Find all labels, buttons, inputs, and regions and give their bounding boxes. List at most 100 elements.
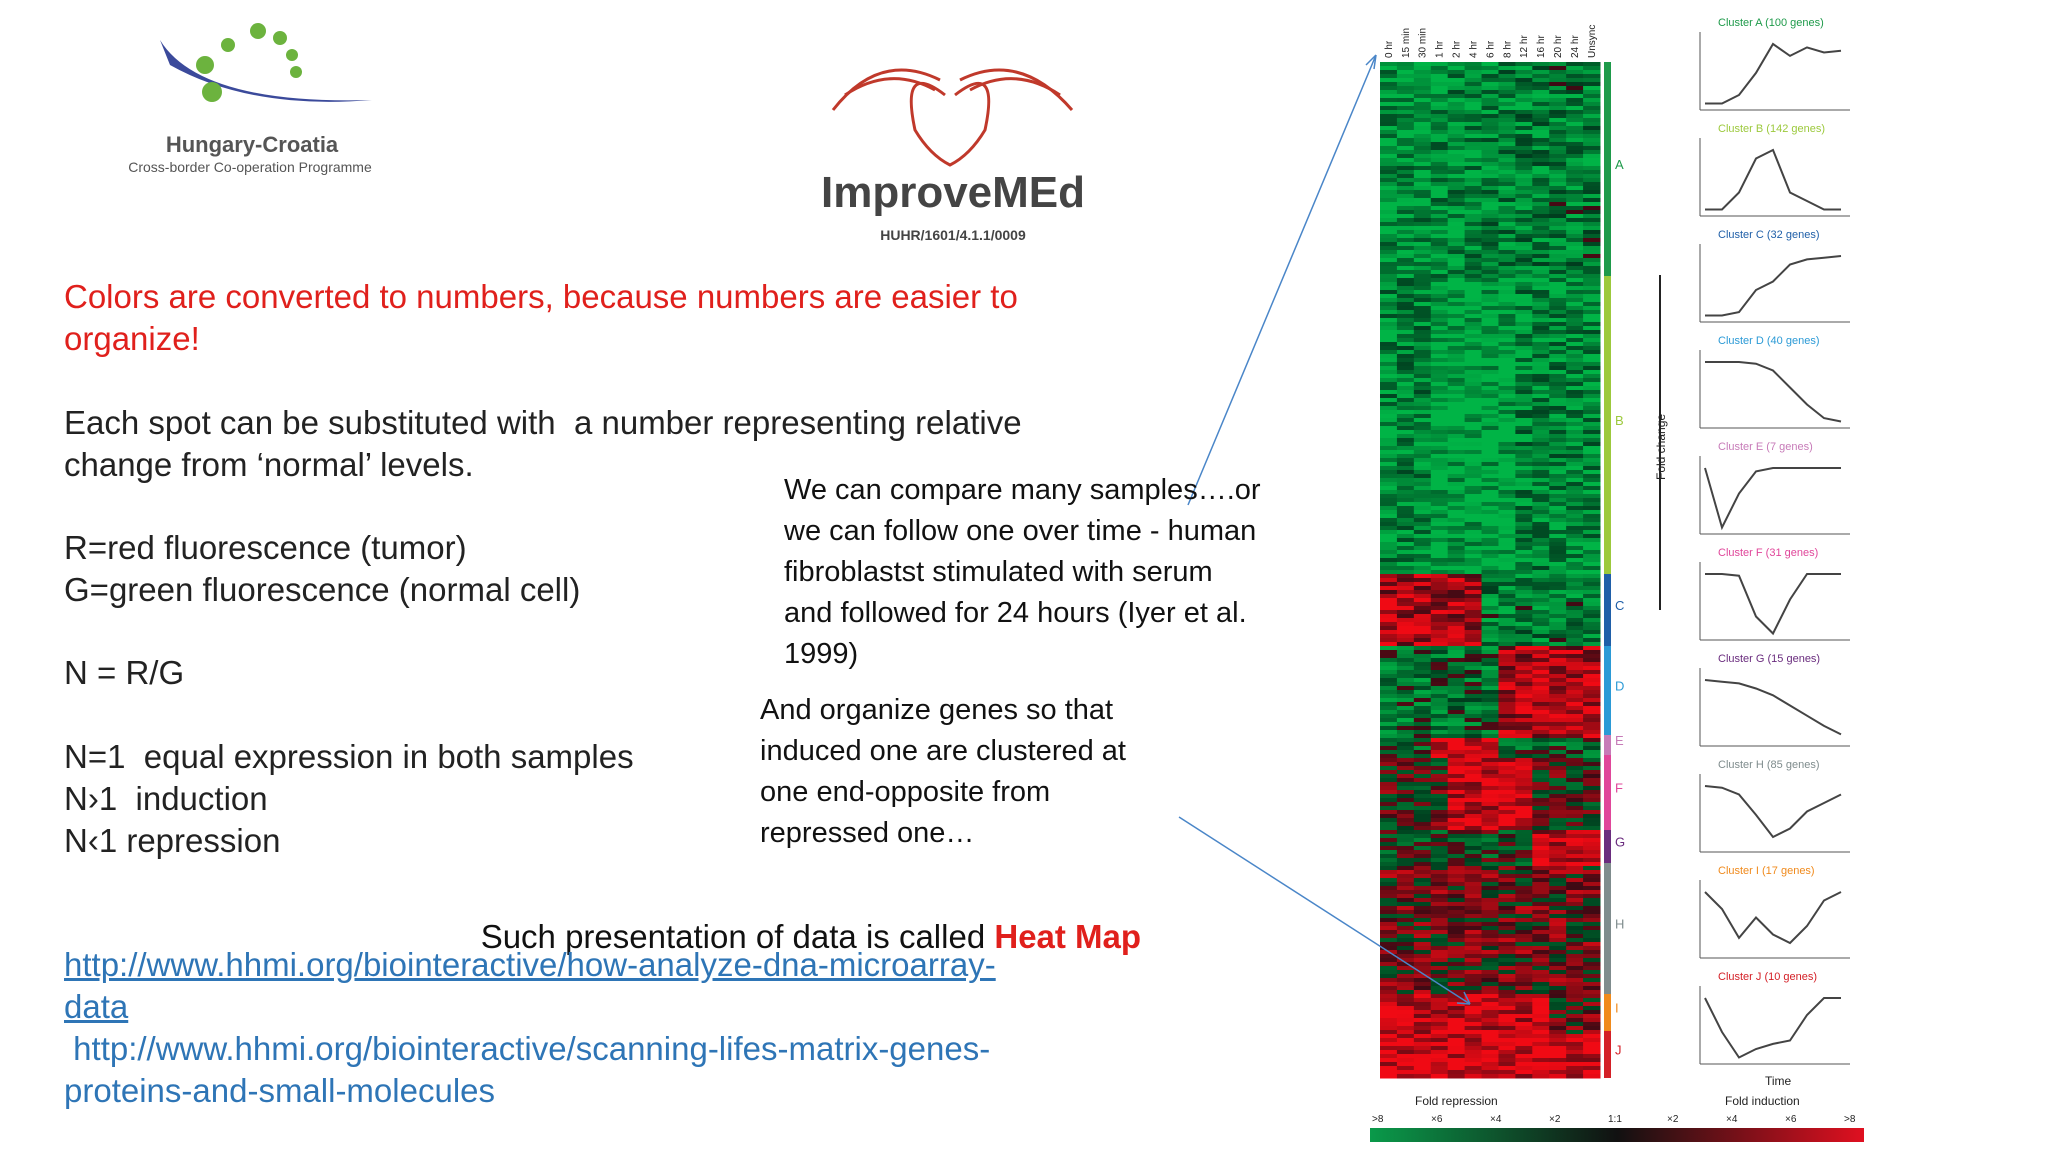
heatmap-cell — [1464, 250, 1483, 255]
link[interactable]: http://www.hhmi.org/biointeractive/scann… — [64, 1028, 990, 1112]
heatmap-cell — [1447, 862, 1466, 867]
heatmap-cell — [1447, 750, 1466, 755]
heatmap-cell — [1549, 146, 1567, 151]
heatmap-cell — [1566, 738, 1584, 743]
heatmap-cell — [1583, 934, 1601, 939]
heatmap-cell — [1430, 998, 1449, 1003]
heatmap-cell — [1396, 810, 1415, 815]
heatmap-cell — [1583, 726, 1601, 731]
heatmap-cell — [1447, 198, 1466, 203]
heatmap-cell — [1396, 210, 1415, 215]
heatmap-cell — [1430, 186, 1449, 191]
heatmap-cell — [1549, 926, 1567, 931]
heatmap-cell — [1566, 938, 1584, 943]
heatmap-cell — [1380, 902, 1398, 907]
heatmap-cell — [1464, 882, 1483, 887]
heatmap-cell — [1532, 530, 1550, 535]
heatmap-cell — [1498, 402, 1516, 407]
heatmap-cell — [1498, 146, 1516, 151]
heatmap-cell — [1532, 522, 1550, 527]
heatmap-cell — [1498, 762, 1516, 767]
heatmap-cell — [1583, 882, 1601, 887]
heatmap-cell — [1498, 638, 1516, 643]
heatmap-cell — [1447, 214, 1466, 219]
heatmap-cell — [1498, 526, 1516, 531]
heatmap-cell — [1515, 730, 1533, 735]
heatmap-cell — [1549, 62, 1567, 67]
heatmap-cell — [1549, 1058, 1567, 1063]
heatmap-cell — [1380, 174, 1398, 179]
heatmap-cell — [1481, 506, 1499, 511]
heatmap-cell — [1396, 146, 1415, 151]
heatmap-cell — [1413, 674, 1432, 679]
heatmap-cell — [1515, 690, 1533, 695]
heatmap-cell — [1481, 62, 1499, 67]
heatmap-cell — [1447, 602, 1466, 607]
heatmap-cell — [1532, 534, 1550, 539]
heatmap-cell — [1413, 514, 1432, 519]
heatmap-cell — [1430, 410, 1449, 415]
heatmap-cell — [1447, 854, 1466, 859]
heatmap-cell — [1447, 270, 1466, 275]
heatmap-cell — [1498, 706, 1516, 711]
heatmap-cell — [1447, 762, 1466, 767]
heatmap-cell — [1464, 706, 1483, 711]
heatmap-cell — [1498, 522, 1516, 527]
heatmap-cell — [1447, 1026, 1466, 1031]
heatmap-cell — [1413, 198, 1432, 203]
link[interactable]: http://www.hhmi.org/biointeractive/how-a… — [64, 944, 996, 1028]
heatmap-cell — [1498, 938, 1516, 943]
heatmap-cell — [1532, 622, 1550, 627]
heatmap-cell — [1566, 874, 1584, 879]
heatmap-cell — [1481, 922, 1499, 927]
heatmap-cell — [1481, 582, 1499, 587]
heatmap-cell — [1566, 570, 1584, 575]
conclusion-text: Such presentation of data is called — [480, 918, 986, 955]
heatmap-cell — [1396, 502, 1415, 507]
heatmap-cell — [1464, 1046, 1483, 1051]
heatmap-cell — [1532, 886, 1550, 891]
heatmap-cell — [1583, 186, 1601, 191]
heatmap-cell — [1447, 382, 1466, 387]
heatmap-cell — [1413, 1038, 1432, 1043]
heatmap-cell — [1413, 826, 1432, 831]
heatmap-cell — [1498, 322, 1516, 327]
heatmap-cell — [1549, 754, 1567, 759]
heatmap-cell — [1464, 1054, 1483, 1059]
time-label: 16 hr — [1536, 35, 1547, 58]
heatmap-cell — [1464, 998, 1483, 1003]
heatmap-cell — [1464, 794, 1483, 799]
heatmap-cell — [1532, 146, 1550, 151]
heatmap-cell — [1515, 154, 1533, 159]
heatmap-cell — [1498, 678, 1516, 683]
text-line[interactable]: proteins-and-small-molecules — [64, 1072, 495, 1109]
text-line[interactable]: http://www.hhmi.org/biointeractive/scann… — [64, 1030, 991, 1067]
heatmap-cell — [1464, 378, 1483, 383]
heatmap-cell — [1566, 862, 1584, 867]
heatmap-cell — [1498, 998, 1516, 1003]
heatmap-cell — [1583, 714, 1601, 719]
heatmap-cell — [1498, 758, 1516, 763]
heatmap-cell — [1583, 450, 1601, 455]
heatmap-cell — [1430, 1006, 1449, 1011]
heatmap-cell — [1464, 746, 1483, 751]
text-line[interactable]: data — [64, 988, 129, 1025]
heatmap-cell — [1549, 1066, 1567, 1071]
text-line[interactable]: http://www.hhmi.org/biointeractive/how-a… — [64, 946, 996, 983]
heatmap-cell — [1447, 366, 1466, 371]
heatmap-cell — [1396, 954, 1415, 959]
heatmap-cell — [1583, 354, 1601, 359]
arrow — [1178, 816, 1471, 1005]
heatmap-cell — [1447, 246, 1466, 251]
heatmap-cell — [1515, 834, 1533, 839]
heatmap-cell — [1447, 902, 1466, 907]
heatmap-cell — [1447, 998, 1466, 1003]
heatmap-cell — [1396, 594, 1415, 599]
heatmap-cell — [1566, 1042, 1584, 1047]
heatmap-cell — [1498, 138, 1516, 143]
cluster-curve — [1705, 573, 1841, 636]
heatmap-cell — [1380, 334, 1398, 339]
heatmap-cell — [1380, 1030, 1398, 1035]
heatmap-cell — [1498, 598, 1516, 603]
heatmap-cell — [1532, 766, 1550, 771]
